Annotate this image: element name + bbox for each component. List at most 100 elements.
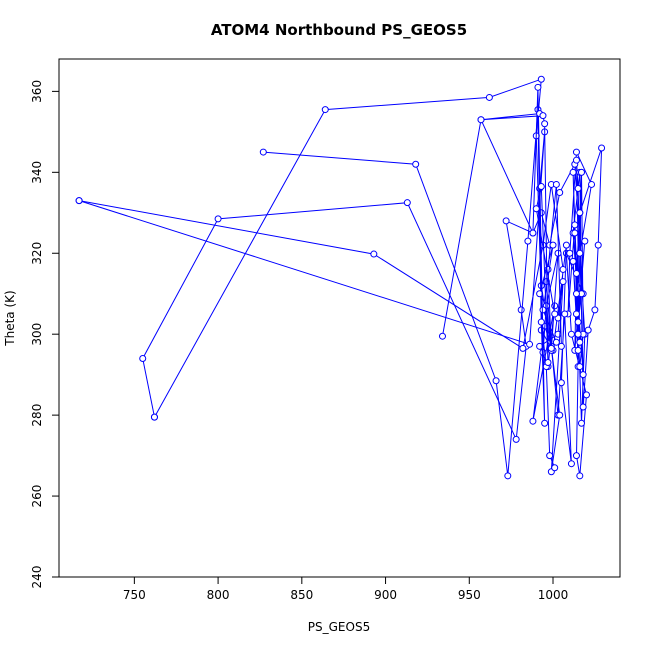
data-point — [576, 209, 584, 217]
data-point — [526, 340, 534, 348]
data-point — [547, 344, 555, 352]
data-point — [539, 306, 547, 314]
data-point — [524, 237, 532, 245]
data-point — [591, 306, 599, 314]
data-point — [551, 310, 559, 318]
data-point — [541, 419, 549, 427]
data-point — [594, 241, 602, 249]
data-point — [532, 205, 540, 213]
y-axis-label: Theta (K) — [3, 290, 17, 346]
data-point — [502, 217, 510, 225]
x-tick-label: 800 — [207, 588, 230, 602]
data-point — [517, 306, 525, 314]
data-point — [546, 452, 554, 460]
data-point — [574, 330, 582, 338]
data-point — [574, 185, 582, 192]
data-point — [566, 249, 574, 257]
data-point — [569, 257, 577, 265]
data-point — [485, 93, 493, 101]
data-point — [559, 278, 567, 286]
data-point — [512, 435, 520, 443]
data-point — [529, 417, 537, 425]
data-point — [577, 168, 585, 176]
data-point — [504, 472, 512, 480]
data-point — [574, 318, 582, 326]
data-point — [572, 148, 580, 156]
data-point — [412, 160, 420, 168]
chart-title: ATOM4 Northbound PS_GEOS5 — [211, 21, 467, 39]
data-point — [370, 250, 378, 258]
data-point — [557, 342, 565, 350]
data-point — [536, 290, 544, 298]
y-tick-label: 260 — [30, 485, 44, 508]
data-point — [403, 199, 411, 207]
x-tick-label: 900 — [374, 588, 397, 602]
data-point — [537, 75, 545, 83]
data-point — [259, 148, 267, 156]
data-point — [556, 189, 564, 197]
data-point — [551, 464, 559, 472]
data-point — [549, 241, 557, 249]
data-point — [139, 354, 147, 362]
series-line-5 — [442, 87, 556, 468]
data-point — [438, 332, 446, 340]
data-point — [544, 359, 552, 367]
data-point — [569, 168, 577, 176]
data-point — [577, 419, 585, 427]
data-point — [556, 411, 564, 419]
data-point — [571, 229, 579, 237]
data-point — [576, 472, 584, 480]
data-point — [477, 116, 485, 124]
data-point — [576, 363, 584, 371]
data-point — [562, 241, 570, 249]
y-tick-label: 240 — [30, 566, 44, 589]
y-tick-label: 340 — [30, 161, 44, 184]
data-point — [583, 391, 591, 399]
data-point — [557, 379, 565, 387]
data-point — [552, 338, 560, 346]
data-point — [321, 106, 329, 114]
data-point — [567, 330, 575, 338]
data-point — [572, 156, 580, 164]
series-line-2 — [78, 131, 564, 472]
x-axis-label: PS_GEOS5 — [308, 620, 370, 634]
series-line-0 — [142, 147, 603, 476]
series-line-6 — [480, 113, 556, 363]
series-line-4 — [154, 78, 557, 418]
x-tick-label: 750 — [123, 588, 146, 602]
data-point — [572, 290, 580, 298]
data-point — [537, 318, 545, 326]
data-point — [567, 460, 575, 468]
series-line-1 — [79, 184, 572, 464]
y-tick-label: 320 — [30, 242, 44, 265]
axis-ticks: 750 800 850 900 950 1000 240 260 280 300 320 340 360 — [30, 80, 568, 602]
data-point — [572, 310, 580, 318]
data-point — [572, 452, 580, 460]
data-point — [572, 269, 580, 277]
y-tick-label: 280 — [30, 404, 44, 427]
data-point — [534, 83, 542, 91]
data-point — [519, 344, 527, 352]
data-point — [537, 182, 545, 190]
data-point — [598, 144, 606, 152]
data-point — [576, 249, 584, 257]
data-point — [492, 377, 500, 385]
x-tick-label: 1000 — [538, 588, 569, 602]
data-point — [576, 338, 584, 346]
plot-frame — [58, 58, 621, 578]
x-tick-label: 950 — [458, 588, 481, 602]
y-tick-label: 360 — [30, 80, 44, 103]
data-point — [529, 229, 537, 237]
data-point — [552, 180, 560, 188]
data-point — [579, 403, 587, 411]
data-point — [559, 265, 567, 273]
data-point — [584, 326, 592, 334]
data-point — [581, 237, 589, 245]
data-point — [561, 310, 569, 318]
data-point — [541, 120, 549, 128]
data-point — [574, 346, 582, 354]
data-point — [571, 221, 579, 229]
data-point — [539, 112, 547, 120]
data-point — [588, 180, 596, 188]
